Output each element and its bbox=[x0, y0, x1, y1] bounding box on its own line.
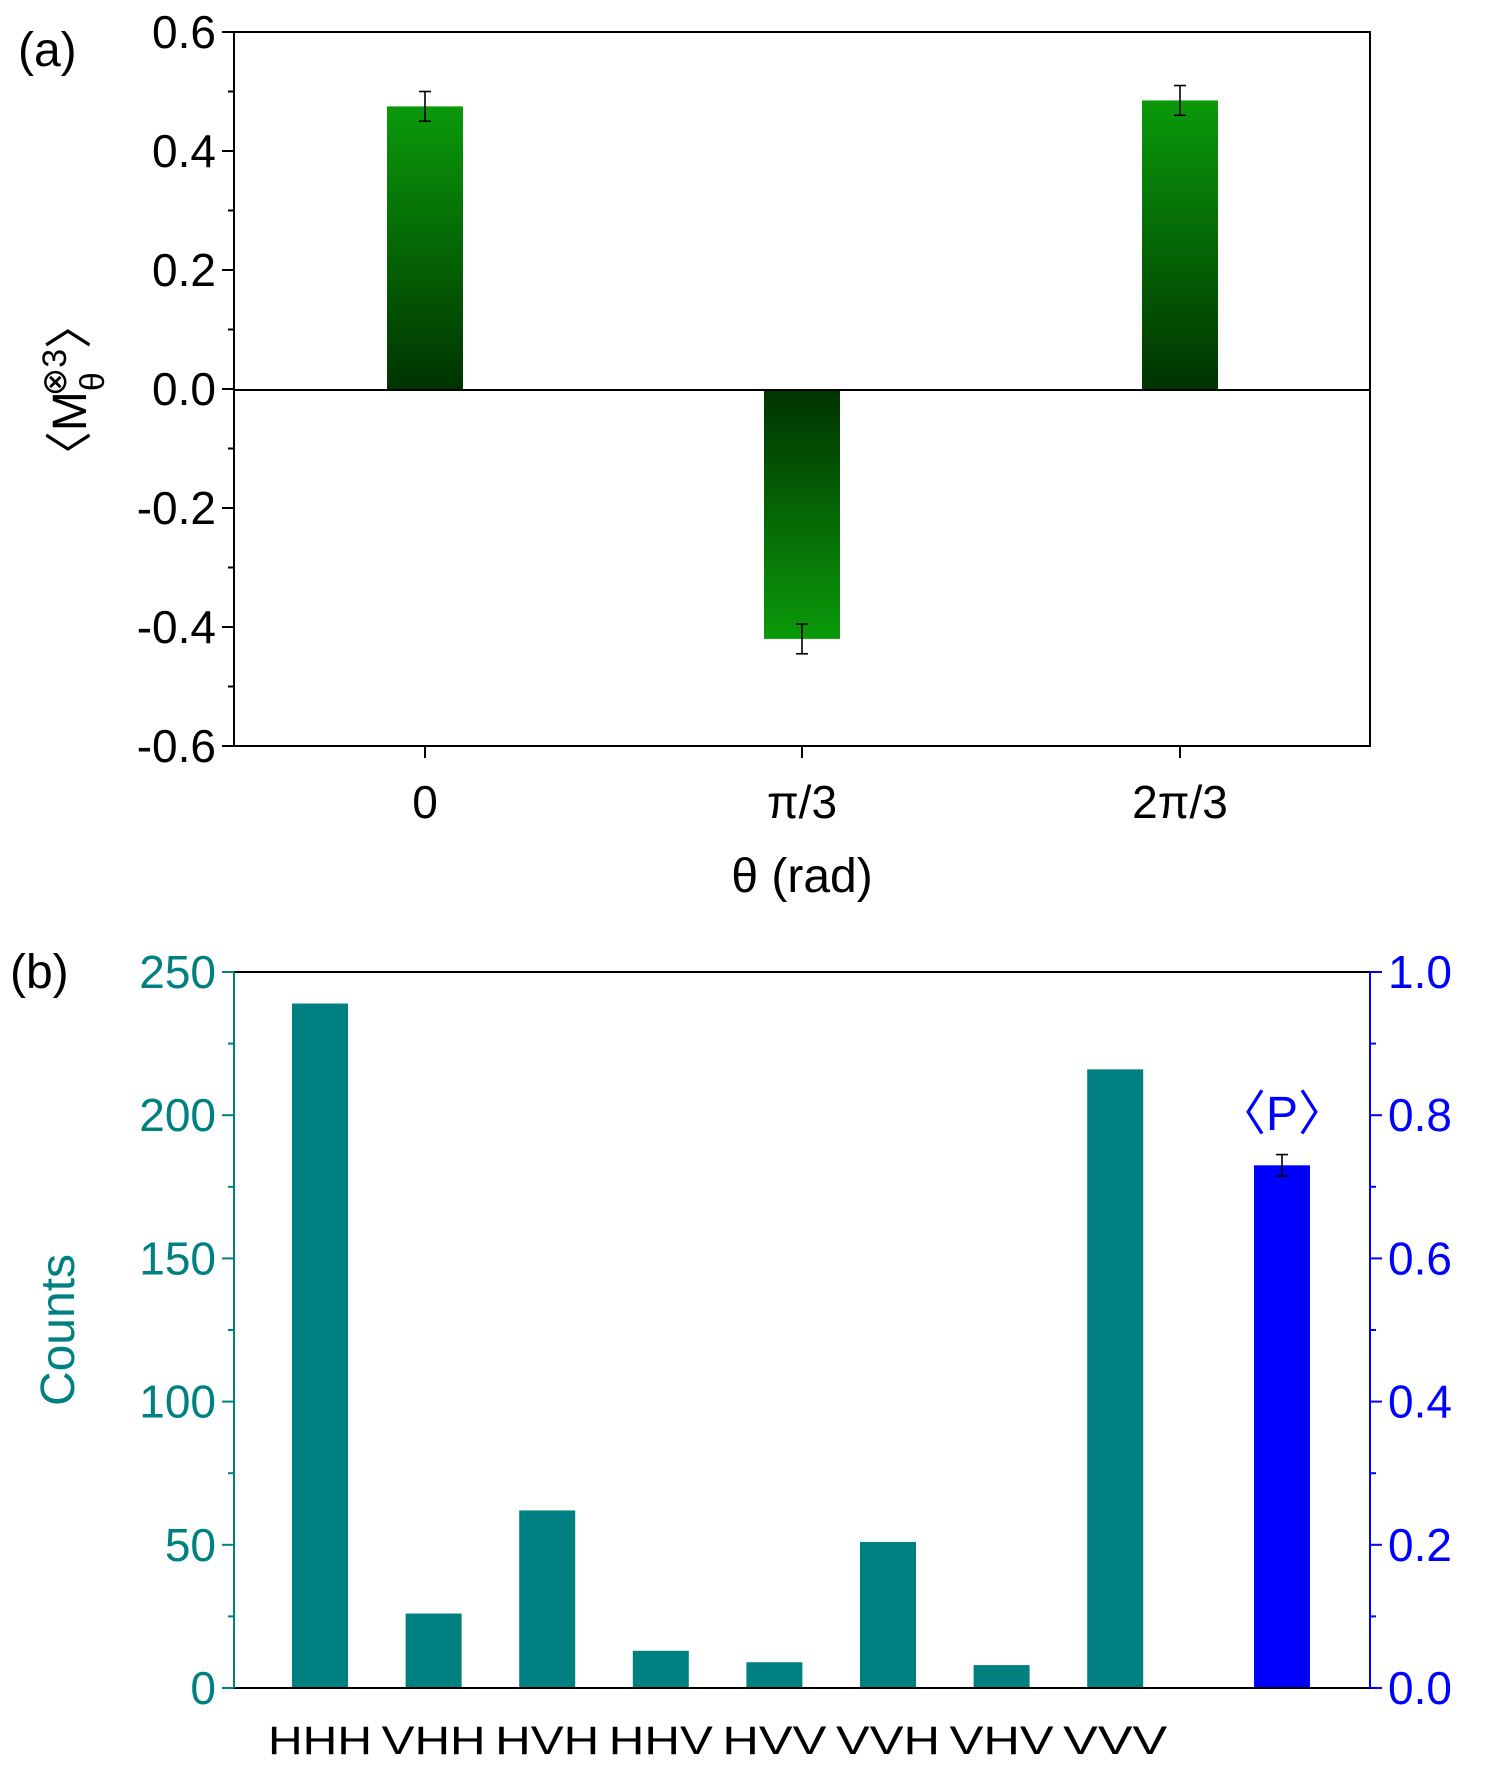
panel-a-x-axis: 0 π/3 2π/3 bbox=[412, 746, 1228, 828]
panel-a-error-bar-0 bbox=[419, 90, 431, 123]
panel-b-y-tick-label-3: 150 bbox=[139, 1232, 216, 1284]
panel-b-secondary-error-bar bbox=[1276, 1153, 1288, 1177]
panel-b-bar-hvv bbox=[746, 1662, 803, 1688]
panel-a-y-tick-label-6: 0.6 bbox=[152, 6, 216, 58]
panel-a-y-axis-title-close: 〉 bbox=[44, 301, 97, 349]
panel-b-y2-tick-label-5: 1.0 bbox=[1388, 946, 1452, 998]
svg-text:〈Mθ⊗3〉: 〈Mθ⊗3〉 bbox=[36, 301, 112, 479]
panel-b-right-y-axis: 0.0 0.2 0.4 0.6 0.8 1.0 bbox=[1370, 946, 1452, 1714]
panel-a-x-axis-title: θ (rad) bbox=[731, 850, 872, 903]
panel-b-bar-vvh bbox=[860, 1541, 916, 1688]
panel-b-x-tick-label-7: VVV bbox=[1063, 1719, 1167, 1763]
panel-b-secondary-bar bbox=[1254, 1153, 1310, 1688]
panel-a-y-tick-label-1: -0.4 bbox=[137, 601, 216, 653]
panel-a-label: (a) bbox=[18, 24, 77, 77]
panel-b-y2-tick-label-0: 0.0 bbox=[1388, 1662, 1452, 1714]
panel-b: (b) 〈P〉 0 50 100 150 200 250 0.0 0.2 0.4 0.6 0.8 1… bbox=[10, 946, 1452, 1763]
panel-a-y-tick-label-5: 0.4 bbox=[152, 125, 216, 177]
panel-a-y-tick-label-4: 0.2 bbox=[152, 244, 216, 296]
panel-b-y-tick-label-4: 200 bbox=[139, 1089, 216, 1141]
panel-a-bars bbox=[387, 100, 1218, 639]
panel-b-y-tick-label-0: 0 bbox=[190, 1662, 216, 1714]
panel-a-y-axis-title-sup: ⊗3 bbox=[36, 349, 74, 396]
panel-a-y-axis-title-sub: θ bbox=[74, 372, 112, 391]
panel-b-x-tick-label-4: HVV bbox=[722, 1719, 826, 1763]
panel-a-x-tick-label-2: 2π/3 bbox=[1132, 776, 1228, 828]
panel-b-bar-hhv bbox=[632, 1650, 689, 1688]
panel-b-bar-hvh bbox=[519, 1510, 576, 1688]
panel-b-bar-vvv bbox=[1087, 1069, 1144, 1688]
panel-b-x-tick-label-6: VHV bbox=[950, 1719, 1054, 1763]
panel-a-error-bar-1 bbox=[796, 623, 808, 655]
panel-b-y2-tick-label-1: 0.2 bbox=[1388, 1519, 1452, 1571]
panel-b-bar-vhh bbox=[405, 1613, 462, 1688]
panel-a-x-tick-label-1: π/3 bbox=[767, 776, 837, 828]
panel-b-x-tick-label-0: HHH bbox=[268, 1719, 372, 1763]
panel-b-y-tick-label-5: 250 bbox=[139, 946, 216, 998]
panel-a-x-tick-label-0: 0 bbox=[412, 776, 438, 828]
panel-b-bars bbox=[292, 1003, 1144, 1688]
panel-b-bar-hhh bbox=[292, 1003, 348, 1688]
panel-a-bar-2 bbox=[1142, 100, 1218, 390]
panel-b-y-axis-title: Counts bbox=[32, 1254, 85, 1406]
panel-a-y-tick-label-3: 0.0 bbox=[152, 363, 216, 415]
panel-a-y-tick-label-0: -0.6 bbox=[137, 720, 216, 772]
panel-a-y-axis-title-main: 〈M bbox=[44, 391, 97, 479]
panel-a: (a) -0.6 -0.4 -0.2 0.0 0.2 0.4 0.6 0 π/3 2π/3 θ … bbox=[18, 6, 1371, 903]
panel-b-x-tick-label-5: VVH bbox=[836, 1719, 940, 1763]
panel-a-error-bars bbox=[419, 84, 1186, 655]
panel-a-y-tick-label-2: -0.2 bbox=[137, 482, 216, 534]
panel-b-secondary-label: 〈P〉 bbox=[1218, 1088, 1346, 1141]
panel-b-bar-vhv bbox=[973, 1665, 1030, 1688]
panel-b-x-axis: HHH VHH HVH HHV HVV VVH VHV VVV bbox=[268, 1719, 1168, 1763]
panel-a-error-bar-2 bbox=[1174, 84, 1186, 117]
panel-b-x-tick-label-3: HHV bbox=[609, 1719, 713, 1763]
panel-b-left-y-axis: 0 50 100 150 200 250 bbox=[139, 946, 234, 1714]
panel-a-y-axis: -0.6 -0.4 -0.2 0.0 0.2 0.4 0.6 bbox=[137, 6, 234, 772]
panel-a-bar-0 bbox=[387, 106, 463, 389]
panel-b-x-tick-label-2: HVH bbox=[495, 1719, 599, 1763]
panel-b-y2-tick-label-2: 0.4 bbox=[1388, 1376, 1452, 1428]
panel-b-y-tick-label-2: 100 bbox=[139, 1376, 216, 1428]
panel-a-bar-1 bbox=[764, 389, 840, 639]
panel-b-secondary-bar-rect bbox=[1254, 1165, 1310, 1688]
panel-b-label: (b) bbox=[10, 946, 69, 999]
panel-a-y-axis-title: 〈Mθ⊗3〉 bbox=[36, 301, 112, 479]
panel-b-y2-tick-label-4: 0.8 bbox=[1388, 1089, 1452, 1141]
panel-b-y2-tick-label-3: 0.6 bbox=[1388, 1232, 1452, 1284]
panel-b-x-tick-label-1: VHH bbox=[382, 1719, 486, 1763]
panel-b-y-tick-label-1: 50 bbox=[165, 1519, 216, 1571]
